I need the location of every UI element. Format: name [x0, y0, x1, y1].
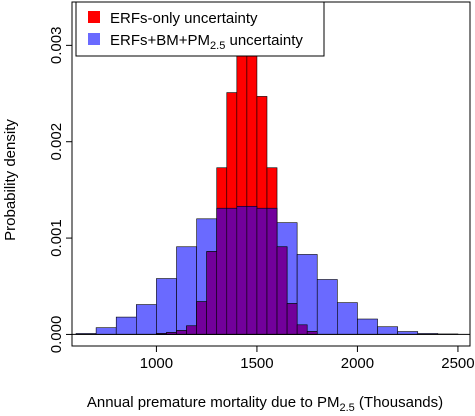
- overlap-bars: [156, 205, 318, 335]
- legend-label-red: ERFs-only uncertainty: [110, 10, 258, 27]
- legend: ERFs-only uncertainty ERFs+BM+PM2.5 unce…: [75, 1, 325, 57]
- legend-swatch-blue: [88, 33, 100, 45]
- overlap-bin-4: [196, 301, 207, 335]
- overlap-bin-9: [246, 205, 258, 335]
- legend-label-blue: ERFs+BM+PM2.5 uncertainty: [110, 32, 303, 52]
- legend-label-blue-suffix: uncertainty: [225, 32, 303, 49]
- y-tick-label-3: 0.003: [48, 27, 65, 65]
- overlap-bin-2: [176, 330, 187, 335]
- overlap-bin-14: [296, 324, 308, 335]
- x-tick-label-2: 2000: [341, 355, 374, 372]
- overlap-bin-10: [256, 207, 268, 335]
- blue-bin-13: [337, 302, 358, 335]
- blue-bin-15: [377, 326, 398, 335]
- overlap-bin-11: [266, 207, 278, 335]
- x-tick-label-1: 1500: [240, 355, 273, 372]
- x-tick-label-3: 2500: [441, 355, 474, 372]
- legend-swatch-red: [88, 11, 100, 23]
- blue-bin-2: [115, 316, 137, 335]
- overlap-bin-12: [276, 246, 288, 335]
- overlap-bin-7: [226, 207, 238, 335]
- overlap-bin-8: [236, 205, 248, 335]
- y-tick-label-0: 0.000: [48, 316, 65, 354]
- x-label-subscript: 2.5: [339, 402, 354, 414]
- overlap-bin-6: [216, 207, 228, 335]
- x-axis-label: Annual premature mortality due to PM2.5 …: [87, 394, 443, 414]
- y-axis-label: Probability density: [2, 119, 19, 241]
- legend-label-blue-subscript: 2.5: [210, 40, 225, 52]
- y-tick-label-2: 0.002: [48, 123, 65, 161]
- blue-bin-12: [316, 279, 338, 335]
- y-axis: 0.000 0.001 0.002 0.003: [48, 27, 72, 354]
- blue-bin-3: [136, 304, 157, 335]
- blue-bin-5: [176, 246, 197, 335]
- blue-bin-14: [357, 318, 378, 335]
- overlap-bin-3: [186, 325, 197, 335]
- overlap-bin-5: [206, 251, 218, 335]
- y-tick-label-1: 0.001: [48, 219, 65, 257]
- x-label-main: Annual premature mortality due to PM: [87, 394, 340, 411]
- x-tick-label-0: 1000: [140, 355, 173, 372]
- x-axis: 1000 1500 2000 2500: [140, 346, 475, 372]
- blue-bin-11: [296, 254, 318, 335]
- x-label-suffix: (Thousands): [355, 394, 443, 411]
- overlap-bin-13: [286, 303, 298, 335]
- blue-bin-4: [156, 278, 177, 335]
- legend-label-blue-main: ERFs+BM+PM: [110, 32, 210, 49]
- blue-bin-1: [95, 327, 117, 335]
- legend-box: [75, 1, 325, 57]
